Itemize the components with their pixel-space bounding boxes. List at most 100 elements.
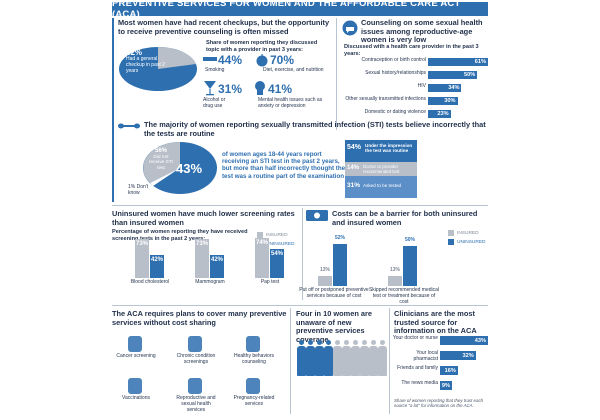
legend-insured-swatch (448, 230, 454, 236)
woman-head-icon (371, 340, 376, 345)
bar: 61% (428, 58, 488, 66)
panel-divider (302, 208, 303, 300)
value-label-insured: 13% (389, 266, 400, 273)
service-label: Cancer screening (116, 353, 156, 359)
smoking-label: Smoking (205, 67, 225, 73)
alcohol-pct: 31% (218, 82, 243, 96)
bar-uninsured (333, 244, 347, 286)
woman-figure-icon (351, 346, 360, 376)
stethoscope-icon (188, 336, 202, 352)
sti-pie-small-pct: 56% (154, 148, 167, 154)
woman-head-icon (380, 340, 385, 345)
head-profile-icon (255, 81, 265, 95)
woman-head-icon (299, 340, 304, 345)
bar-insured (318, 275, 332, 286)
woman-figure-icon (306, 346, 315, 376)
woman-head-icon (317, 340, 322, 345)
reproductive-health-icon (188, 378, 202, 394)
checkup-pie (119, 46, 197, 91)
checkup-pie-pct: 82% (126, 48, 143, 57)
stack-label-recommended: Doctor or provider recommended test (363, 164, 400, 174)
value-label-uninsured: 50% (404, 236, 415, 243)
stack-seg-recommended (345, 162, 417, 176)
section-divider (112, 205, 488, 206)
bar-label: Your local pharmacist (413, 350, 438, 362)
bar: 34% (428, 84, 462, 92)
service-label: Vaccinations (122, 395, 150, 401)
apple-icon (256, 54, 268, 67)
category-label: Skipped recommended medical test or trea… (368, 287, 440, 305)
panel-divider (336, 18, 337, 130)
category-label: Pap test (260, 279, 280, 285)
sti-pie-small-label: Did not receive STI test (148, 154, 174, 171)
sti-pie-dont-know (150, 168, 180, 186)
bar: 23% (428, 110, 451, 118)
diet-pct: 70% (270, 53, 295, 67)
checkup-pie-remainder (158, 46, 196, 69)
panel-divider (290, 308, 291, 414)
page-title: PREVENTIVE SERVICES FOR WOMEN AND THE AF… (112, 0, 488, 20)
sti-pie (143, 142, 217, 194)
panel3-heading: The majority of women reporting sexually… (144, 120, 486, 138)
legend-insured-swatch (257, 232, 263, 238)
cigarette-icon (203, 57, 217, 61)
section-divider (112, 305, 488, 306)
service-label: Healthy behaviors counseling (233, 353, 275, 365)
panel4-sub: Percentage of women reporting they have … (112, 229, 248, 242)
stack-pct-recommended: 14% (347, 165, 360, 171)
stack-label-routine: Under the impression the test was routin… (365, 143, 413, 154)
panel5-heading: Costs can be a barrier for both uninsure… (332, 209, 478, 227)
cocktail-glass-icon (204, 81, 216, 96)
bar-uninsured: 42% (210, 255, 224, 278)
panel4-heading: Uninsured women have much lower screenin… (112, 209, 295, 227)
woman-figure-icon (297, 346, 306, 376)
stack-seg-routine (345, 140, 417, 162)
panel7-heading: Four in 10 women are unaware of new prev… (296, 309, 372, 344)
bar-label: The news media (401, 380, 438, 386)
woman-head-icon (344, 340, 349, 345)
diet-label: Diet, exercise, and nutrition (263, 67, 324, 73)
panel1-accent (112, 18, 114, 130)
bar: 32% (440, 351, 476, 360)
woman-head-icon (335, 340, 340, 345)
woman-head-icon (326, 340, 331, 345)
dont-know-label: 1% Don't know (128, 184, 149, 196)
category-label: Put off or postponed preventive services… (299, 287, 369, 299)
sti-pie-big-pct: 43% (176, 161, 203, 176)
service-label: Reproductive and sexual health services (176, 395, 216, 413)
category-label: Blood cholesterol (130, 279, 170, 285)
bar-label: HIV (417, 83, 426, 89)
panel8-heading: Clinicians are the most trusted source f… (394, 309, 477, 335)
bar-insured (388, 275, 402, 286)
sti-text: of women ages 18-44 years report receivi… (222, 151, 346, 180)
panel-divider (389, 308, 390, 414)
panel5-legend: INSURED UNINSURED (448, 230, 486, 245)
woman-figure-icon (342, 346, 351, 376)
bar-uninsured (403, 245, 417, 286)
service-label: Pregnancy-related services (233, 395, 275, 407)
woman-figure-icon (315, 346, 324, 376)
bar: 43% (440, 336, 488, 345)
bar-label: Friends and family (397, 365, 438, 371)
pregnancy-icon (246, 378, 260, 394)
alcohol-label: Alcohol or drug use (203, 97, 226, 109)
money-bill-icon (306, 210, 328, 221)
service-label: Chronic condition screenings (176, 353, 216, 365)
legend-uninsured-swatch (448, 239, 454, 245)
bar-uninsured: 42% (150, 255, 164, 278)
checkup-pie-text: 82% Had a general checkup in past 2 year… (126, 48, 176, 75)
microscope-icon (128, 336, 142, 352)
bar: 16% (440, 366, 458, 375)
checkup-pie-label: Had a general checkup in past 2 years (126, 56, 165, 74)
woman-figure-icon (369, 346, 378, 376)
woman-figure-icon (360, 346, 369, 376)
bar-label: Sexual history/relationships (365, 70, 426, 76)
bar-insured: 73% (135, 238, 149, 278)
bar-insured: 74% (255, 238, 269, 278)
syringe-icon (128, 378, 142, 394)
legend-insured-label: INSURED (266, 232, 288, 238)
panel1-sub: Share of women reporting they discussed … (206, 40, 318, 53)
woman-head-icon (308, 340, 313, 345)
bar: 30% (428, 97, 458, 105)
bar-label: Contraception or birth control (361, 57, 426, 63)
